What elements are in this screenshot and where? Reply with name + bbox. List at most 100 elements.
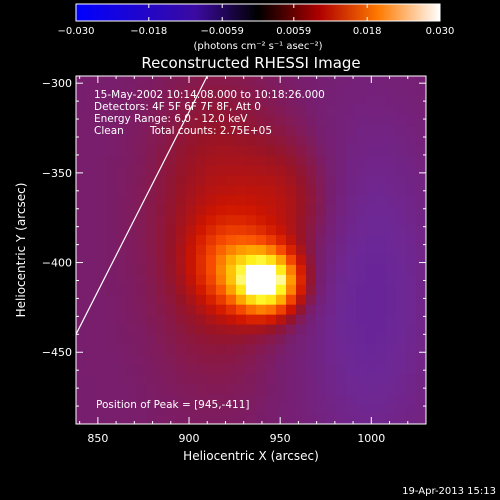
heatmap-cell: [96, 344, 107, 355]
heatmap-cell: [396, 404, 407, 415]
y-tick-label: −300: [42, 77, 72, 90]
heatmap-cell: [416, 125, 426, 137]
heatmap-cell: [176, 185, 187, 196]
heatmap-cell: [266, 115, 277, 127]
heatmap-cell: [376, 384, 387, 395]
heatmap-cell: [166, 274, 177, 286]
heatmap-cell: [376, 175, 387, 186]
heatmap-cell: [296, 274, 307, 286]
heatmap-cell: [366, 274, 377, 286]
heatmap-cell: [216, 304, 227, 316]
heatmap-cell: [266, 125, 277, 137]
heatmap-cell: [146, 225, 157, 236]
heatmap-cell: [116, 135, 127, 147]
heatmap-cell: [336, 125, 347, 137]
heatmap-cell: [106, 125, 117, 137]
heatmap-cell: [196, 105, 207, 117]
heatmap-cell: [216, 135, 227, 147]
heatmap-cell: [286, 294, 297, 306]
heatmap-cell: [396, 195, 407, 206]
heatmap-cell: [146, 254, 157, 266]
heatmap-cell: [326, 384, 337, 395]
heatmap-cell: [86, 274, 97, 286]
heatmap-cell: [126, 155, 137, 167]
heatmap-cell: [226, 274, 237, 286]
heatmap-cell: [156, 245, 167, 256]
heatmap-cell: [96, 364, 107, 375]
heatmap-cell: [276, 145, 287, 157]
heatmap-cell: [406, 205, 417, 216]
heatmap-cell: [86, 314, 97, 326]
heatmap-cell: [126, 95, 137, 107]
heatmap-cell: [76, 165, 87, 177]
heatmap-cell: [266, 245, 277, 256]
heatmap-cell: [176, 165, 187, 177]
heatmap-cell: [186, 225, 197, 236]
heatmap-cell: [86, 324, 97, 336]
heatmap-cell: [306, 85, 317, 97]
heatmap-cell: [256, 195, 267, 206]
heatmap-cell: [296, 384, 307, 395]
heatmap-cell: [176, 384, 187, 395]
heatmap-cell: [376, 95, 387, 107]
heatmap-cell: [106, 314, 117, 326]
heatmap-cell: [116, 195, 127, 206]
heatmap-cell: [336, 115, 347, 127]
heatmap-cell: [126, 374, 137, 385]
heatmap-cell: [396, 125, 407, 137]
heatmap-cell: [416, 135, 426, 147]
heatmap-cell: [226, 115, 237, 127]
heatmap-cell: [226, 155, 237, 167]
heatmap-cell: [256, 76, 267, 87]
heatmap-cell: [376, 374, 387, 385]
heatmap-cell: [176, 195, 187, 206]
heatmap-cell: [206, 215, 217, 226]
heatmap-cell: [226, 354, 237, 365]
heatmap-cell: [356, 125, 367, 137]
heatmap-cell: [306, 125, 317, 137]
heatmap-cell: [356, 374, 367, 385]
heatmap-cell: [166, 175, 177, 186]
heatmap-cell: [156, 284, 167, 296]
heatmap-cell: [96, 374, 107, 385]
heatmap-cell: [306, 394, 317, 405]
heatmap-cell: [286, 414, 297, 424]
heatmap-cell: [206, 225, 217, 236]
heatmap-cell: [396, 414, 407, 424]
heatmap-cell: [166, 314, 177, 326]
heatmap-cell: [86, 155, 97, 167]
heatmap-cell: [376, 165, 387, 177]
heatmap-cell: [256, 264, 267, 276]
heatmap-cell: [256, 334, 267, 346]
heatmap-cell: [86, 374, 97, 385]
heatmap-cell: [246, 175, 257, 186]
heatmap-cell: [306, 304, 317, 316]
heatmap-cell: [346, 334, 357, 346]
heatmap-cell: [86, 225, 97, 236]
heatmap-cell: [106, 394, 117, 405]
heatmap-cell: [216, 175, 227, 186]
heatmap-cell: [346, 105, 357, 117]
heatmap-cell: [376, 105, 387, 117]
heatmap-cell: [256, 95, 267, 107]
heatmap-cell: [226, 195, 237, 206]
heatmap-cell: [206, 115, 217, 127]
heatmap-cell: [136, 76, 147, 87]
heatmap-cell: [206, 195, 217, 206]
heatmap-cell: [146, 145, 157, 157]
heatmap-cell: [296, 414, 307, 424]
heatmap-cell: [246, 155, 257, 167]
heatmap-cell: [156, 314, 167, 326]
heatmap-cell: [96, 225, 107, 236]
heatmap-cell: [236, 274, 247, 286]
heatmap-cell: [136, 274, 147, 286]
heatmap-cell: [376, 404, 387, 415]
heatmap-cell: [346, 125, 357, 137]
heatmap-cell: [366, 394, 377, 405]
heatmap-cell: [256, 135, 267, 147]
heatmap-cell: [326, 284, 337, 296]
heatmap-cell: [286, 264, 297, 276]
heatmap-cell: [76, 185, 87, 196]
heatmap-cell: [216, 324, 227, 336]
heatmap-cell: [136, 165, 147, 177]
